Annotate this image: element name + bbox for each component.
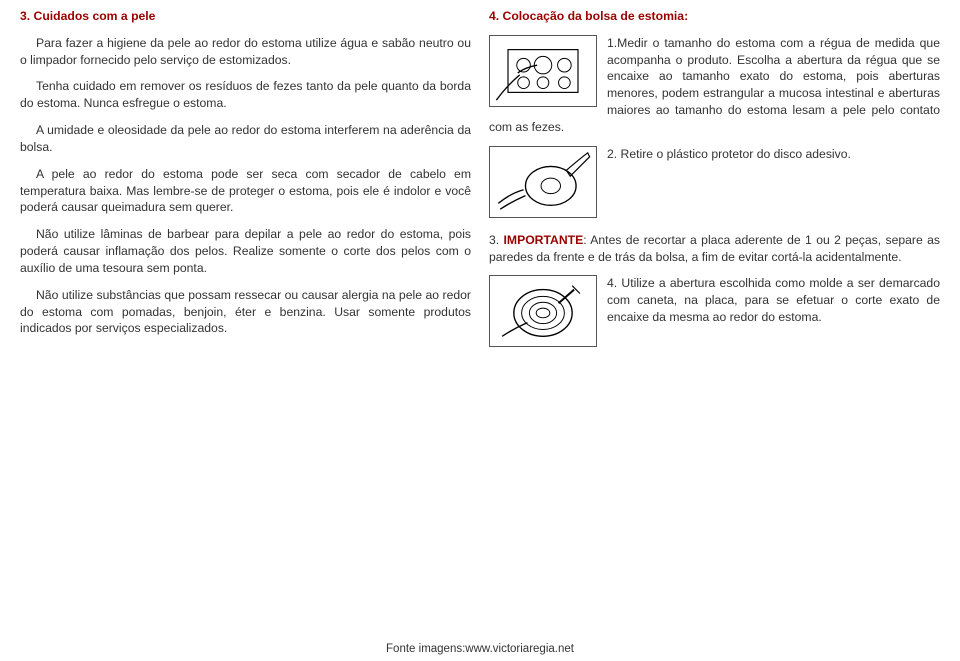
- left-para-3: A umidade e oleosidade da pele ao redor …: [20, 122, 471, 156]
- step-2: 2. Retire o plástico protetor do disco a…: [489, 146, 940, 222]
- step-3: 3. IMPORTANTE: Antes de recortar a placa…: [489, 232, 940, 266]
- left-para-2: Tenha cuidado em remover os resíduos de …: [20, 78, 471, 112]
- left-column: 3. Cuidados com a pele Para fazer a higi…: [20, 8, 471, 361]
- footer-source: Fonte imagens:www.victoriaregia.net: [0, 643, 960, 655]
- step-4-text: 4. Utilize a abertura escolhida como mol…: [607, 276, 940, 324]
- section-3-heading: 3. Cuidados com a pele: [20, 8, 471, 25]
- step-4: 4. Utilize a abertura escolhida como mol…: [489, 275, 940, 351]
- left-para-5: Não utilize lâminas de barbear para depi…: [20, 226, 471, 276]
- step-2-text: 2. Retire o plástico protetor do disco a…: [607, 147, 851, 161]
- left-para-1: Para fazer a higiene da pele ao redor do…: [20, 35, 471, 69]
- step-4-illustration: [489, 275, 597, 347]
- left-para-4: A pele ao redor do estoma pode ser seca …: [20, 166, 471, 216]
- step-1-illustration: [489, 35, 597, 107]
- step-3-important: IMPORTANTE: [504, 233, 584, 247]
- section-4-heading: 4. Colocação da bolsa de estomia:: [489, 8, 940, 25]
- step-2-illustration: [489, 146, 597, 218]
- right-column: 4. Colocação da bolsa de estomia: 1.Medi…: [489, 8, 940, 361]
- left-para-6: Não utilize substâncias que possam resse…: [20, 287, 471, 337]
- step-3-prefix: 3.: [489, 233, 504, 247]
- step-1: 1.Medir o tamanho do estoma com a régua …: [489, 35, 940, 136]
